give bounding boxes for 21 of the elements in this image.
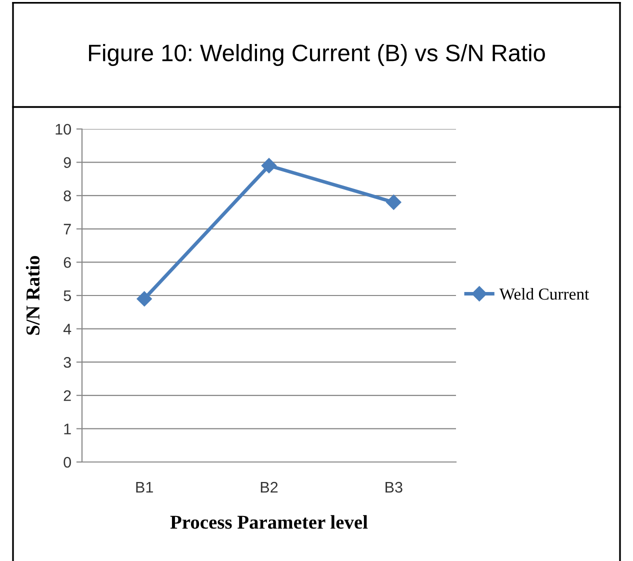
chart-title: Figure 10: Welding Current (B) vs S/N Ratio: [89, 44, 545, 66]
y-tick-label: 4: [63, 324, 72, 334]
y-tick-label: 7: [64, 224, 71, 234]
point: [261, 158, 277, 174]
x-tick-label: B1: [136, 482, 153, 493]
y-tick-label: 5: [64, 290, 71, 302]
y-tick-label: 0: [64, 456, 71, 468]
y-tick-label: 3: [64, 356, 71, 368]
y-tick-label: 2: [64, 390, 71, 401]
y-tick-label: 9: [64, 157, 71, 168]
y-tick-label: 1: [64, 424, 71, 434]
y-tick-label: 8: [64, 190, 71, 202]
y-axis-title: S/N Ratio: [26, 256, 40, 335]
x-tick-label: B3: [386, 482, 402, 493]
point: [136, 291, 152, 306]
x-tick-label: B2: [260, 482, 278, 493]
point: [386, 194, 402, 210]
legend-label: Weld Current: [499, 288, 590, 300]
x-axis-title: Process Parameter level: [170, 515, 368, 529]
y-tick-label: 6: [64, 257, 71, 268]
y-tick-label: 10: [56, 124, 71, 135]
